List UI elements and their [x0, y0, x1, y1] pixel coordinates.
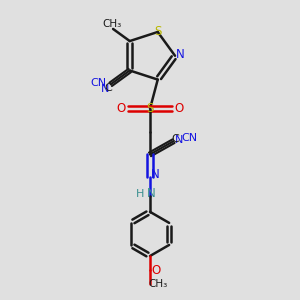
- Text: CN: CN: [91, 78, 107, 88]
- Text: CN: CN: [181, 133, 197, 143]
- Text: O: O: [152, 264, 161, 277]
- Text: O: O: [174, 102, 183, 115]
- Text: CH₃: CH₃: [102, 19, 121, 29]
- Text: S: S: [146, 102, 154, 115]
- Text: CH₃: CH₃: [148, 279, 168, 289]
- Text: N: N: [151, 168, 160, 181]
- Text: N: N: [147, 187, 156, 200]
- Text: O: O: [117, 102, 126, 115]
- Text: N: N: [176, 48, 185, 61]
- Text: H: H: [136, 189, 144, 199]
- Text: N: N: [175, 135, 183, 145]
- Text: C: C: [171, 134, 179, 144]
- Text: N: N: [100, 84, 109, 94]
- Text: C: C: [104, 83, 112, 93]
- Text: S: S: [154, 26, 161, 38]
